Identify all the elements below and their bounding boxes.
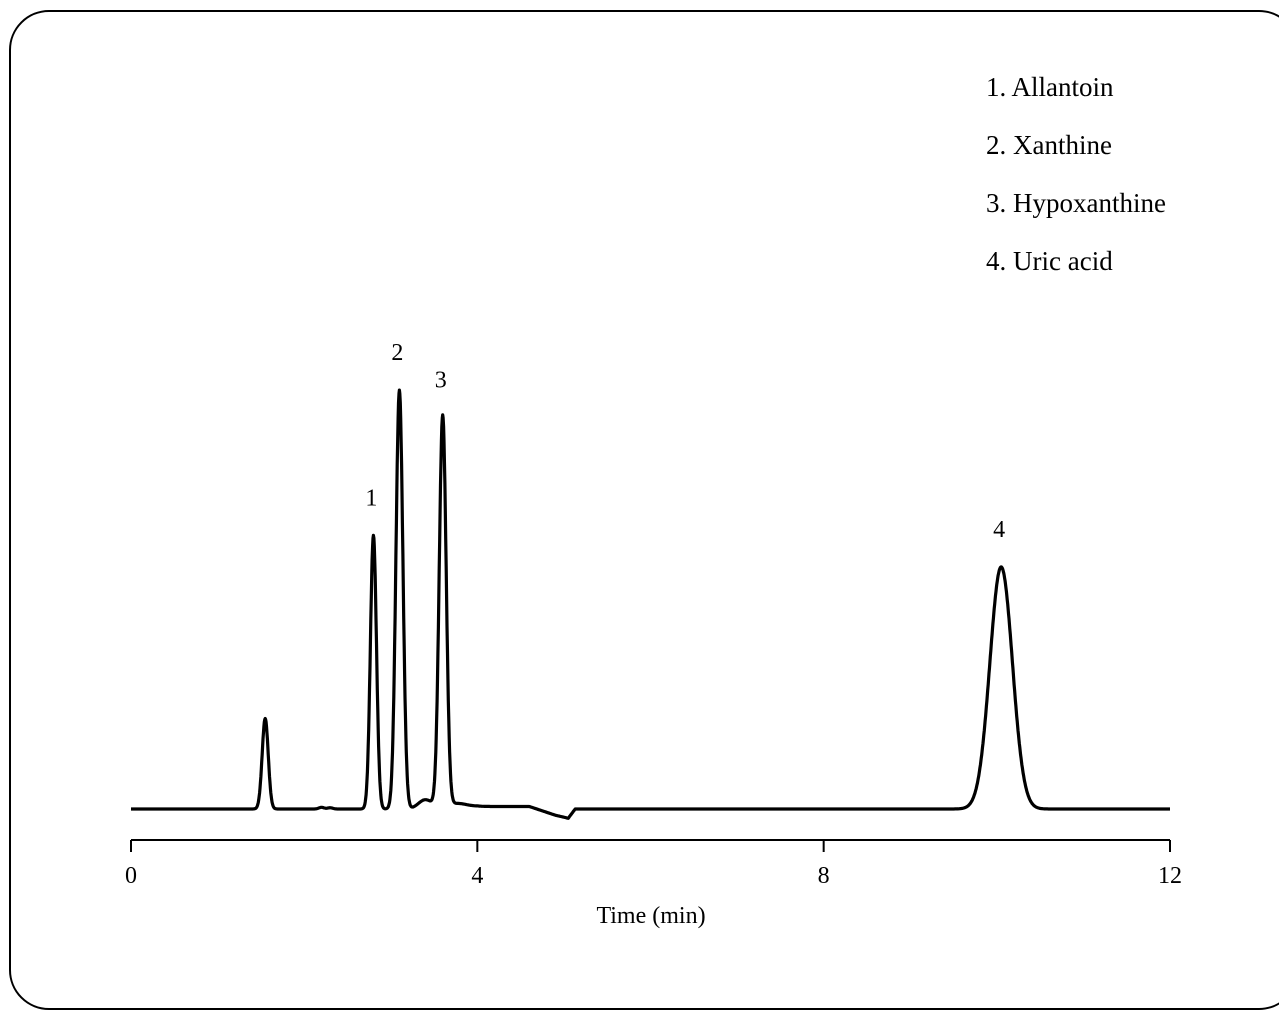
peak-labels: 1 2 3 4 — [365, 340, 1005, 543]
x-tick-label: 8 — [818, 863, 830, 889]
peak-label-3: 3 — [435, 367, 447, 393]
x-tick-label: 12 — [1158, 863, 1182, 889]
x-axis: 0 4 8 12 — [125, 839, 1182, 889]
legend-entry-allantoin: 1. Allantoin — [986, 72, 1114, 102]
x-tick-label: 4 — [471, 863, 483, 889]
legend-entry-uric-acid: 4. Uric acid — [986, 246, 1113, 276]
peak-label-1: 1 — [365, 485, 377, 511]
legend: 1. Allantoin 2. Xanthine 3. Hypoxanthine… — [986, 58, 1166, 290]
x-tick-label: 0 — [125, 863, 137, 889]
x-axis-title: Time (min) — [596, 903, 705, 929]
legend-entry-xanthine: 2. Xanthine — [986, 130, 1112, 160]
chromatogram-trace — [129, 388, 1172, 820]
peak-label-4: 4 — [993, 517, 1005, 543]
legend-entry-hypoxanthine: 3. Hypoxanthine — [986, 188, 1166, 218]
peak-label-2: 2 — [391, 340, 403, 366]
